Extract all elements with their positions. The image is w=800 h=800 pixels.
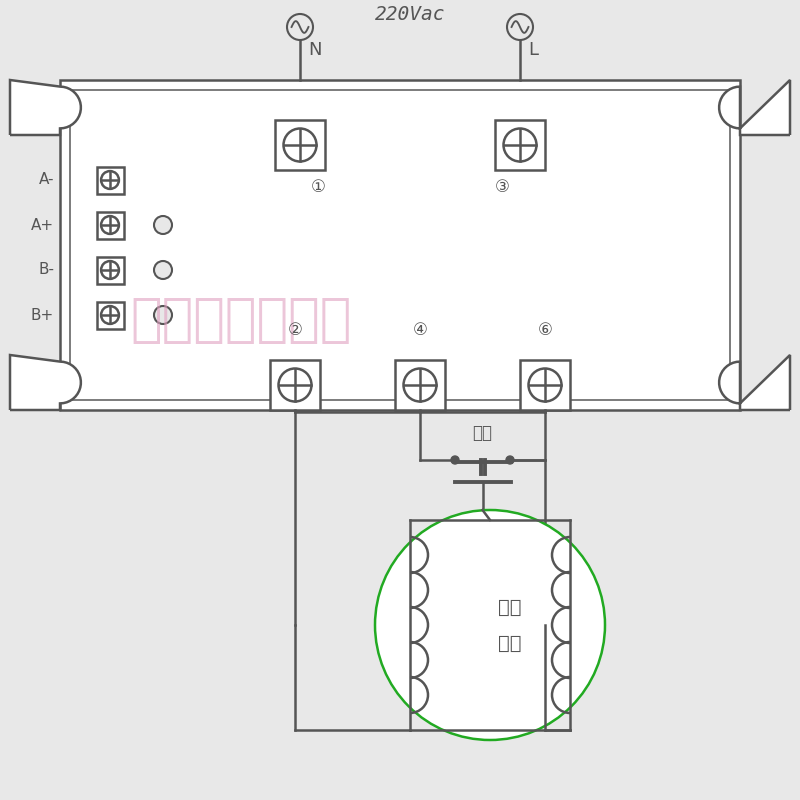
Text: B-: B- bbox=[38, 262, 54, 278]
Circle shape bbox=[529, 369, 562, 402]
Bar bbox=[60, 80, 740, 410]
Bar bbox=[97, 257, 123, 283]
PathPatch shape bbox=[10, 80, 81, 135]
Text: N: N bbox=[308, 41, 322, 59]
Circle shape bbox=[101, 216, 119, 234]
Circle shape bbox=[101, 171, 119, 189]
Circle shape bbox=[375, 510, 605, 740]
Circle shape bbox=[154, 216, 172, 234]
Bar bbox=[275, 120, 325, 170]
Text: 电容: 电容 bbox=[473, 424, 493, 442]
Bar bbox=[495, 120, 545, 170]
Text: 220Vac: 220Vac bbox=[374, 5, 446, 23]
Bar bbox=[97, 302, 123, 329]
Text: ⑥: ⑥ bbox=[538, 321, 553, 339]
Text: ④: ④ bbox=[413, 321, 427, 339]
Text: 科电子有限公司: 科电子有限公司 bbox=[130, 294, 351, 346]
Circle shape bbox=[101, 306, 119, 324]
Circle shape bbox=[283, 129, 317, 162]
Circle shape bbox=[154, 261, 172, 279]
Circle shape bbox=[507, 14, 533, 40]
Text: ③: ③ bbox=[494, 178, 510, 196]
PathPatch shape bbox=[719, 355, 790, 410]
Circle shape bbox=[506, 456, 514, 464]
Circle shape bbox=[278, 369, 311, 402]
Circle shape bbox=[503, 129, 537, 162]
Text: 电机: 电机 bbox=[498, 634, 522, 653]
Text: 单相: 单相 bbox=[498, 598, 522, 617]
PathPatch shape bbox=[10, 355, 81, 410]
Bar bbox=[70, 90, 730, 400]
Circle shape bbox=[154, 306, 172, 324]
Text: ①: ① bbox=[310, 178, 326, 196]
Bar bbox=[395, 360, 445, 410]
Circle shape bbox=[451, 456, 459, 464]
Text: ②: ② bbox=[287, 321, 302, 339]
Circle shape bbox=[403, 369, 437, 402]
Text: A+: A+ bbox=[31, 218, 54, 233]
PathPatch shape bbox=[719, 80, 790, 135]
Circle shape bbox=[287, 14, 313, 40]
Circle shape bbox=[101, 261, 119, 279]
Bar bbox=[97, 166, 123, 194]
Text: L: L bbox=[528, 41, 538, 59]
Bar bbox=[97, 211, 123, 238]
Text: A-: A- bbox=[38, 173, 54, 187]
Bar bbox=[270, 360, 320, 410]
Bar bbox=[520, 360, 570, 410]
Text: B+: B+ bbox=[30, 307, 54, 322]
